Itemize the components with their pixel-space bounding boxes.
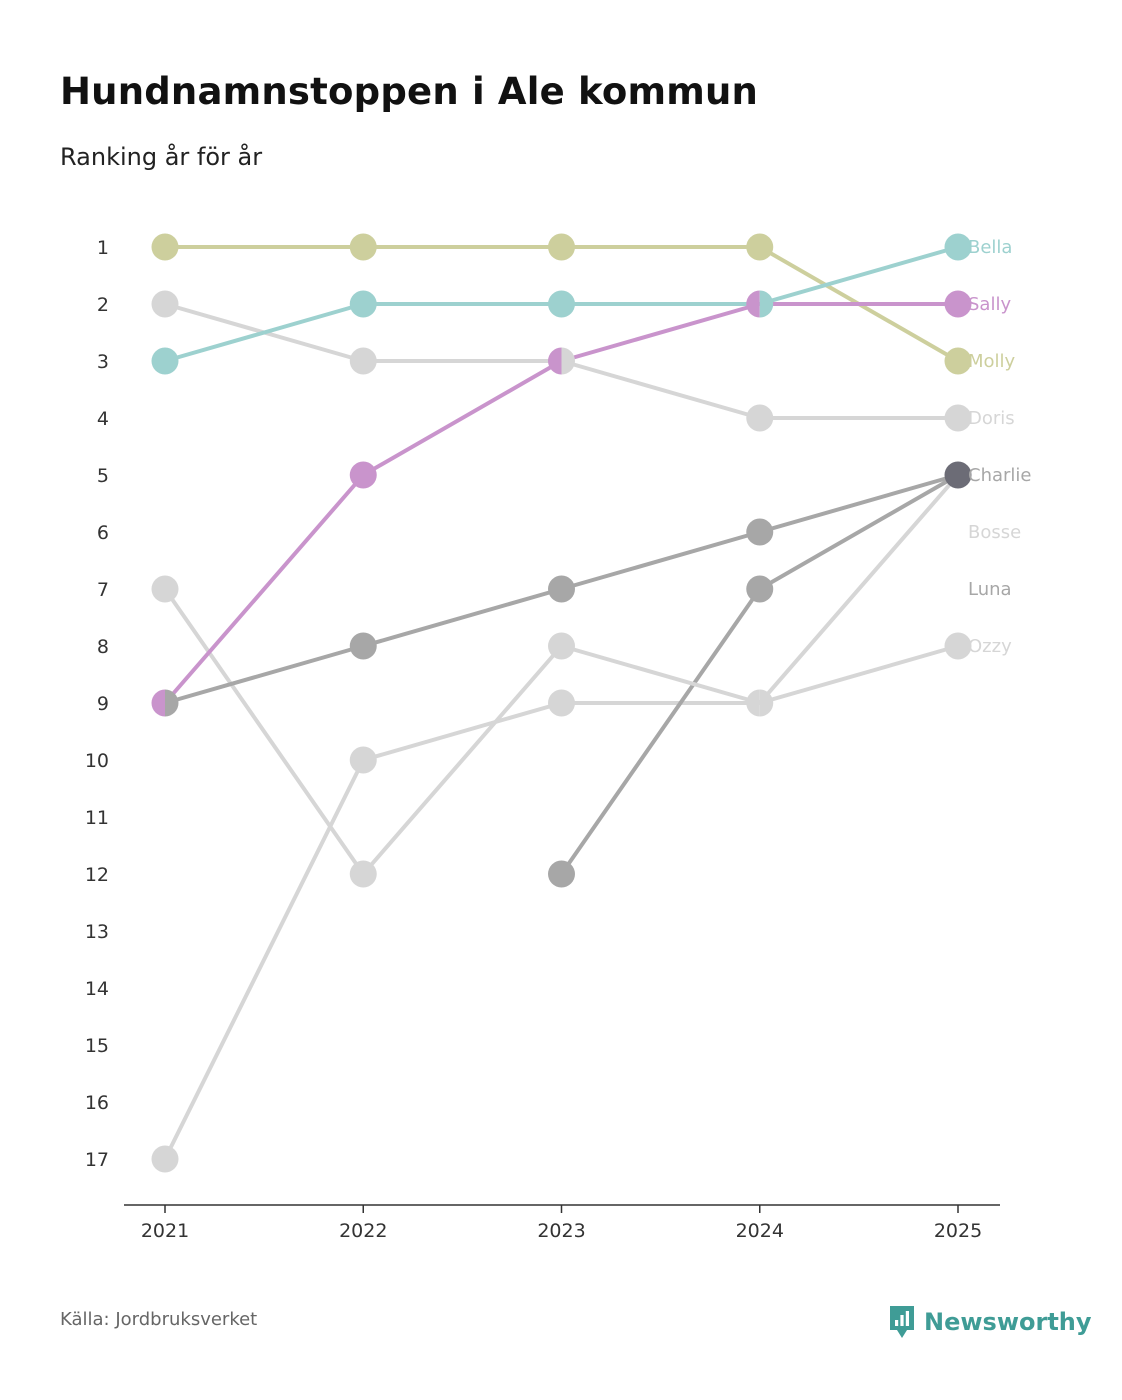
end-label-sally: Sally xyxy=(968,294,1011,315)
y-tick-label: 5 xyxy=(97,465,109,487)
point-doris xyxy=(561,347,575,375)
point-shared xyxy=(944,461,972,489)
source-note: Källa: Jordbruksverket xyxy=(60,1309,258,1330)
point-bosse xyxy=(349,860,377,888)
point-molly xyxy=(746,233,774,261)
point-bella xyxy=(548,290,575,318)
end-label-charlie: Charlie xyxy=(968,465,1031,486)
y-tick-label: 6 xyxy=(97,522,109,544)
point-molly xyxy=(151,233,179,261)
point-bella xyxy=(349,290,377,318)
end-label-bosse: Bosse xyxy=(968,522,1021,543)
end-label-luna: Luna xyxy=(968,579,1012,600)
point-bella xyxy=(151,347,179,375)
y-tick-label: 7 xyxy=(97,579,109,601)
y-tick-label: 1 xyxy=(97,237,109,259)
y-tick-label: 12 xyxy=(85,864,109,886)
point-sally xyxy=(151,689,165,717)
end-label-molly: Molly xyxy=(968,351,1016,372)
x-tick-label: 2025 xyxy=(934,1220,982,1242)
y-tick-label: 16 xyxy=(85,1092,109,1114)
y-tick-label: 3 xyxy=(97,351,109,373)
y-tick-label: 14 xyxy=(85,978,109,1000)
point-doris xyxy=(746,404,774,432)
point-sally xyxy=(944,290,972,318)
y-tick-label: 8 xyxy=(97,636,109,658)
point-doris xyxy=(151,290,179,318)
point-bosse xyxy=(151,575,179,603)
point-ozzy xyxy=(349,746,377,774)
y-tick-label: 11 xyxy=(85,807,109,829)
point-sally xyxy=(349,461,377,489)
brand-logo: Newsworthy xyxy=(888,1304,1092,1340)
y-tick-label: 10 xyxy=(85,750,109,772)
x-axis-ticks: 2021 2022 2023 2024 2025 xyxy=(141,1205,982,1242)
series-points xyxy=(151,233,972,1173)
x-tick-label: 2023 xyxy=(537,1220,585,1242)
point-charlie xyxy=(349,632,377,660)
point-ozzy xyxy=(548,689,575,717)
point-molly xyxy=(944,347,972,375)
point-sally xyxy=(746,290,760,318)
y-tick-label: 13 xyxy=(85,921,109,943)
point-charlie xyxy=(746,518,774,546)
point-luna xyxy=(746,575,774,603)
chart-subtitle: Ranking år för år xyxy=(60,143,263,171)
point-bosse xyxy=(746,689,760,717)
y-tick-label: 4 xyxy=(97,408,109,430)
y-tick-label: 17 xyxy=(85,1149,109,1171)
x-tick-label: 2022 xyxy=(339,1220,387,1242)
point-bosse xyxy=(548,632,575,660)
point-ozzy xyxy=(759,689,774,717)
point-doris xyxy=(349,347,377,375)
point-luna xyxy=(548,860,575,888)
end-label-doris: Doris xyxy=(968,408,1015,429)
series-line-ozzy xyxy=(163,644,960,1161)
point-bella xyxy=(944,233,972,261)
y-tick-label: 15 xyxy=(85,1035,109,1057)
x-tick-label: 2021 xyxy=(141,1220,189,1242)
bar-chart-speech-bubble-icon xyxy=(890,1306,914,1338)
point-ozzy xyxy=(944,632,972,660)
end-labels: Bella Sally Molly Doris Charlie Bosse Luna Ozzy xyxy=(968,237,1031,657)
y-tick-label: 9 xyxy=(97,693,109,715)
brand-name: Newsworthy xyxy=(924,1308,1092,1336)
series-line-bosse xyxy=(163,473,960,876)
point-charlie xyxy=(165,689,179,717)
y-tick-label: 2 xyxy=(97,294,109,316)
point-sally xyxy=(548,347,562,375)
point-charlie xyxy=(548,575,575,603)
end-label-ozzy: Ozzy xyxy=(968,636,1012,657)
end-label-bella: Bella xyxy=(968,237,1012,258)
x-tick-label: 2024 xyxy=(736,1220,784,1242)
point-molly xyxy=(548,233,575,261)
point-bella xyxy=(759,290,774,318)
point-molly xyxy=(349,233,377,261)
chart-title: Hundnamnstoppen i Ale kommun xyxy=(60,70,759,113)
point-ozzy xyxy=(151,1145,179,1173)
point-doris xyxy=(944,404,972,432)
